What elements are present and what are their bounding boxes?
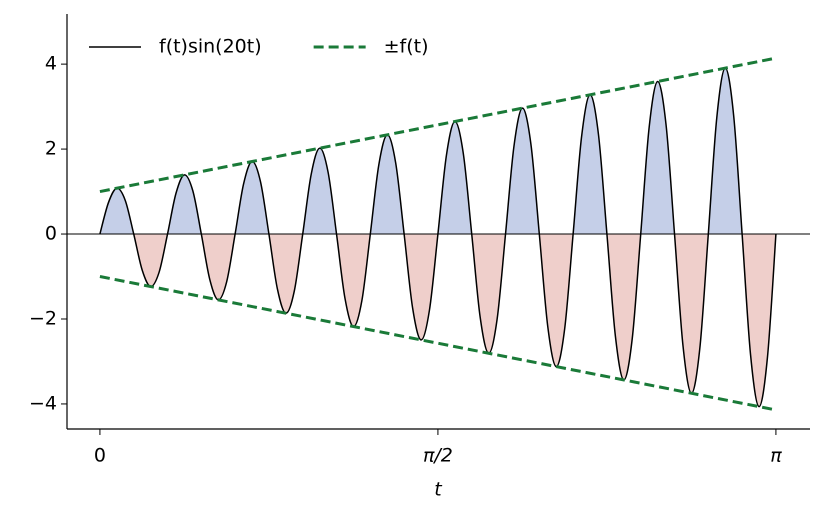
y-tick-label: 0 bbox=[45, 223, 57, 245]
y-tick-label: −2 bbox=[29, 307, 57, 329]
series-line bbox=[99, 67, 777, 408]
x-axis-label: t bbox=[434, 479, 443, 501]
series-line bbox=[99, 56, 777, 194]
y-tick-label: 2 bbox=[45, 138, 57, 160]
y-tick-label: −4 bbox=[29, 392, 57, 414]
fill-above bbox=[99, 68, 743, 235]
x-tick-label: π/2 bbox=[423, 445, 453, 467]
legend-label: f(t)sin(20t) bbox=[159, 36, 262, 58]
x-tick-label: 0 bbox=[94, 445, 106, 467]
y-tick-label: 4 bbox=[45, 53, 57, 75]
series-line bbox=[99, 275, 777, 412]
legend-label: ±f(t) bbox=[384, 36, 429, 58]
x-tick-label: π bbox=[770, 445, 782, 467]
